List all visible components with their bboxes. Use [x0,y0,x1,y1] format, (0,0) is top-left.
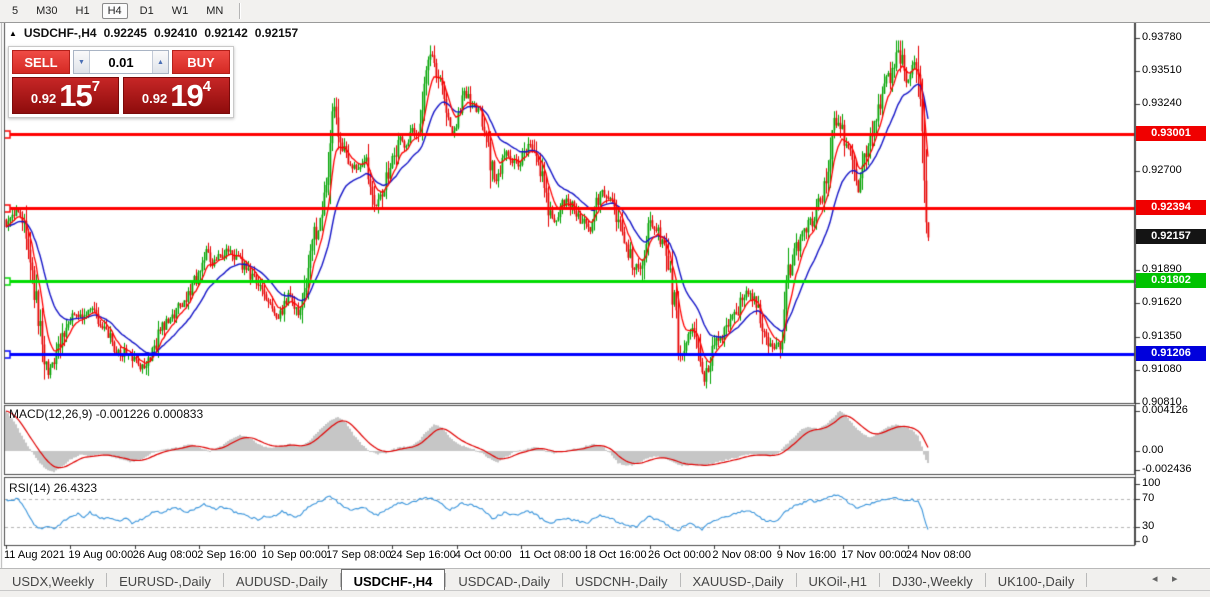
chart-tab-uk100-[interactable]: UK100-,Daily [997,573,1075,589]
macd-indicator-label: MACD(12,26,9) -0.001226 0.000833 [9,407,204,421]
chart-tab-usdchf-[interactable]: USDCHF-,H4 [340,569,446,591]
date-axis-label: 18 Oct 16:00 [583,549,647,561]
timeframe-button-5[interactable]: 5 [12,5,19,17]
rsi-axis-label: 30 [1142,520,1155,532]
price-axis-label: 0.91350 [1142,330,1182,342]
date-axis-label: 10 Sep 00:00 [261,549,328,561]
date-axis-label: 26 Aug 08:00 [132,549,198,561]
volume-stepper: ▼ 0.01 ▲ [73,50,169,74]
timeframe-button-w1[interactable]: W1 [171,5,189,17]
rsi-axis-label: 100 [1142,477,1161,489]
price-axis-label: 0.91890 [1142,263,1182,275]
volume-input[interactable]: 0.01 [108,54,134,70]
chart-tab-dj30-[interactable]: DJ30-,Weekly [892,573,973,589]
timeframe-toolbar: 5 M30 H1 H4 D1 W1 MN [0,0,1210,23]
volume-increase-icon[interactable]: ▲ [152,51,168,73]
ohlc-high: 0.92410 [153,26,198,40]
price-axis-label: 0.91080 [1142,363,1182,375]
date-axis-label: 19 Aug 00:00 [68,549,134,561]
timeframe-button-h1[interactable]: H1 [75,5,90,17]
tab-separator [679,573,681,587]
toolbar-divider [239,3,242,19]
sell-price-point: 7 [91,78,101,95]
price-axis-label: 0.90810 [1142,396,1182,408]
chart-tab-usdcnh-[interactable]: USDCNH-,Daily [575,573,668,589]
buy-button[interactable]: BUY [172,50,230,74]
ohlc-low: 0.92142 [204,26,248,40]
one-click-trading-panel: SELL ▼ 0.01 ▲ BUY 0.92 15 7 0.92 19 4 [8,46,234,118]
price-badge: 0.91206 [1136,346,1206,361]
date-axis-label: 9 Nov 16:00 [776,549,837,561]
date-axis-label: 2 Sep 16:00 [197,549,257,561]
volume-decrease-icon[interactable]: ▼ [74,51,90,73]
macd-axis-label: 0.004126 [1142,404,1188,416]
sell-price-display[interactable]: 0.92 15 7 [12,77,119,114]
date-axis-label: 2 Nov 08:00 [712,549,772,561]
timeframe-button-d1[interactable]: D1 [139,5,154,17]
rsi-axis-label: 0 [1142,534,1149,546]
ohlc-close: 0.92157 [254,26,299,40]
price-badge: 0.93001 [1136,126,1206,141]
price-axis-label: 0.93240 [1142,97,1182,109]
tab-separator [222,573,224,587]
chart-symbol-label: USDCHF-,H4 [23,26,97,40]
tab-separator [1086,573,1088,587]
chart-tab-xauusd-[interactable]: XAUUSD-,Daily [692,573,784,589]
price-axis-label: 0.93780 [1142,31,1182,43]
buy-price-base: 0.92 [141,91,168,106]
timeframe-button-h4[interactable]: H4 [101,3,128,19]
date-axis-label: 11 Oct 08:00 [519,549,582,561]
date-axis-label: 17 Nov 00:00 [841,549,907,561]
price-axis-label: 0.92700 [1142,164,1182,176]
tab-separator [984,573,986,587]
tab-separator [339,573,341,587]
price-axis-label: 0.91620 [1142,296,1182,308]
date-axis-label: 24 Sep 16:00 [390,549,456,561]
sell-button[interactable]: SELL [12,50,70,74]
timeframe-button-mn[interactable]: MN [206,5,224,17]
chart-tab-usdx[interactable]: USDX,Weekly [12,573,95,589]
tab-separator [795,573,797,587]
rsi-axis-label: 70 [1142,492,1155,504]
ohlc-open: 0.92245 [103,26,147,40]
chart-tab-audusd-[interactable]: AUDUSD-,Daily [235,573,328,589]
date-axis-label: 4 Oct 00:00 [454,549,512,561]
chart-title-row: ▲ USDCHF-,H4 0.92245 0.92410 0.92142 0.9… [9,26,305,40]
rsi-indicator-label: RSI(14) 26.4323 [9,481,98,495]
price-badge: 0.91802 [1136,273,1206,288]
tab-separator [445,573,447,587]
date-axis-label: 24 Nov 08:00 [905,549,972,561]
macd-axis-label: -0.002436 [1142,463,1192,475]
collapse-panel-icon[interactable]: ▲ [9,28,17,38]
status-bar [0,590,1210,597]
tab-separator [562,573,564,587]
timeframe-button-m30[interactable]: M30 [36,5,58,17]
chart-tab-bar: USDX,Weekly EURUSD-,Daily AUDUSD-,Daily USD… [0,568,1210,591]
buy-price-pips: 19 [170,78,203,113]
macd-axis-label: 0.00 [1142,444,1164,456]
tab-separator [106,573,108,587]
chart-tab-usdcad-[interactable]: USDCAD-,Daily [458,573,551,589]
buy-price-point: 4 [202,78,212,95]
tab-scroll-right-icon[interactable]: ▸ [1172,573,1178,585]
tab-separator [879,573,881,587]
price-badge: 0.92394 [1136,200,1206,215]
chart-tab-ukoil-[interactable]: UKOil-,H1 [808,573,868,589]
date-axis-label: 11 Aug 2021 [4,549,65,561]
sell-price-pips: 15 [59,78,92,113]
price-axis-label: 0.93510 [1142,64,1182,76]
date-axis-label: 26 Oct 00:00 [648,549,711,561]
chart-tab-eurusd-[interactable]: EURUSD-,Daily [119,573,211,589]
date-axis-label: 17 Sep 08:00 [326,549,392,561]
buy-price-display[interactable]: 0.92 19 4 [123,77,230,114]
price-badge: 0.92157 [1136,229,1206,244]
tab-scroll-left-icon[interactable]: ◂ [1152,573,1158,585]
sell-price-base: 0.92 [30,91,57,106]
